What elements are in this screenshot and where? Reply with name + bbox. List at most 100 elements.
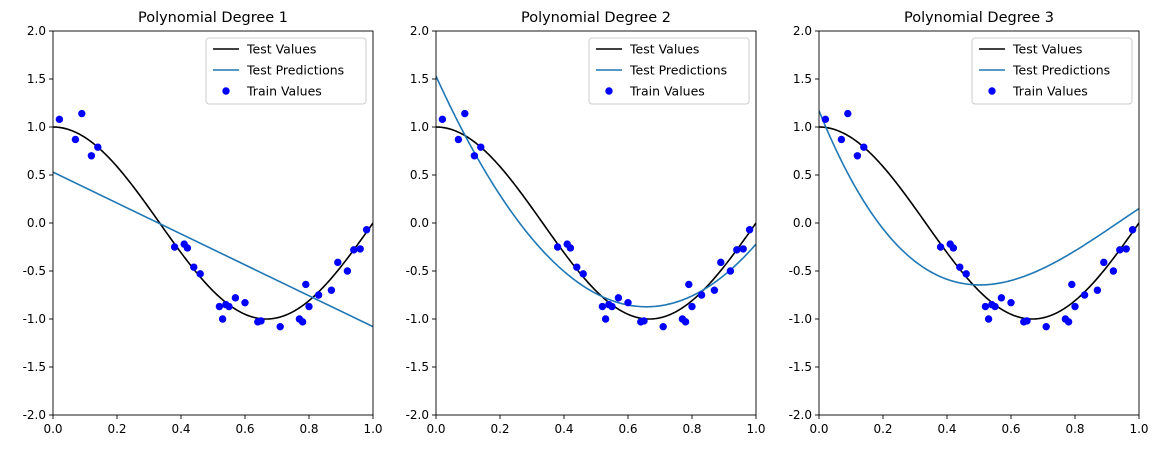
train-value-point	[624, 298, 632, 307]
y-tick-label: 0.0	[410, 216, 429, 230]
y-tick-label: -0.5	[406, 264, 429, 278]
y-tick-label: -1.5	[406, 360, 429, 374]
y-tick-label: 2.0	[793, 24, 812, 38]
x-tick-label: 0.4	[171, 422, 190, 436]
legend-swatch-marker	[605, 87, 613, 95]
train-value-point	[1116, 246, 1124, 254]
train-value-point	[225, 302, 233, 311]
train-value-point	[314, 291, 323, 299]
chart-title: Polynomial Degree 2	[521, 10, 671, 26]
y-tick-label: 0.5	[793, 168, 812, 182]
chart-panel-2: Polynomial Degree 2 0.0 0.2 0.4 0.6 0.8 1.0 2.0…	[406, 10, 766, 436]
train-value-point	[350, 246, 358, 254]
x-tick-label: 0.4	[554, 422, 573, 436]
y-tick-label: -2.0	[23, 408, 46, 422]
train-value-point	[573, 263, 581, 271]
test-predictions-line	[819, 110, 1139, 286]
y-tick-label: 0.0	[27, 216, 46, 230]
legend-swatch-marker	[222, 87, 230, 95]
train-value-point	[697, 291, 706, 299]
train-value-point	[87, 152, 96, 160]
train-value-point	[334, 258, 342, 267]
train-value-point	[1023, 317, 1031, 325]
test-values-line	[819, 126, 1139, 320]
train-value-point	[956, 263, 964, 271]
y-tick-label: 1.5	[793, 72, 812, 86]
y-tick-label: -1.5	[23, 360, 46, 374]
train-value-point	[362, 226, 371, 234]
x-tick-label: 0.6	[235, 422, 254, 436]
y-tick-label: 1.0	[793, 120, 812, 134]
y-tick-label: -0.5	[789, 264, 812, 278]
legend-label: Test Values	[246, 42, 316, 57]
x-tick-label: 0.4	[937, 422, 956, 436]
y-tick-label: 1.0	[27, 120, 46, 134]
train-value-point	[241, 298, 249, 307]
train-value-point	[717, 258, 725, 267]
legend-label: Train Values	[246, 84, 322, 99]
train-value-point	[1093, 286, 1102, 294]
legend-label: Test Values	[629, 42, 699, 57]
train-value-point	[566, 244, 575, 252]
train-value-point	[962, 270, 970, 278]
train-value-point	[745, 226, 754, 234]
x-tick-label: 1.0	[1129, 422, 1148, 436]
y-tick-label: -2.0	[406, 408, 429, 422]
axes-frame	[435, 30, 757, 416]
y-tick-label: 0.5	[410, 168, 429, 182]
y-tick-label: -1.0	[406, 312, 429, 326]
legend-label: Test Predictions	[1012, 63, 1110, 78]
legend-box	[205, 37, 367, 105]
train-value-point	[685, 280, 693, 289]
legend-label: Train Values	[1012, 84, 1088, 99]
plot-area	[819, 109, 1139, 331]
train-value-point	[837, 135, 846, 144]
train-value-point	[733, 246, 741, 254]
train-value-point	[949, 244, 958, 252]
legend-label: Test Predictions	[246, 63, 344, 78]
train-value-point	[984, 315, 993, 323]
train-value-point	[1064, 318, 1073, 326]
legend-label: Train Values	[629, 84, 705, 99]
train-value-point	[356, 245, 364, 253]
x-tick-label: 0.2	[873, 422, 892, 436]
y-tick-label: -0.5	[23, 264, 46, 278]
train-value-point	[257, 317, 265, 325]
y-tick-label: 2.0	[410, 24, 429, 38]
train-value-point	[1007, 298, 1015, 307]
train-value-point	[71, 135, 80, 144]
train-value-point	[196, 270, 204, 278]
train-value-point	[55, 115, 64, 124]
train-value-point	[579, 270, 587, 278]
train-value-point	[470, 152, 479, 160]
x-tick-label: 0.8	[1065, 422, 1084, 436]
test-predictions-line	[53, 171, 373, 328]
train-value-point	[343, 267, 352, 275]
legend: Test Values Test Predictions Train Values	[588, 37, 750, 105]
train-value-point	[936, 243, 945, 251]
train-value-point	[231, 294, 240, 302]
train-value-point	[598, 302, 607, 311]
legend-label: Test Values	[1012, 42, 1082, 57]
train-value-point	[710, 286, 719, 294]
legend-box	[588, 37, 750, 105]
train-value-point	[170, 243, 179, 251]
y-tick-label: 1.5	[410, 72, 429, 86]
x-tick-label: 0.2	[490, 422, 509, 436]
train-value-point	[183, 244, 192, 252]
x-tick-label: 0.2	[107, 422, 126, 436]
train-value-point	[1080, 291, 1089, 299]
y-tick-label: -1.5	[789, 360, 812, 374]
y-tick-label: 0.0	[793, 216, 812, 230]
plot-area	[436, 75, 756, 331]
legend-label: Test Predictions	[629, 63, 727, 78]
train-value-point	[853, 152, 862, 160]
y-tick-label: -1.0	[789, 312, 812, 326]
train-value-point	[477, 143, 485, 151]
y-tick-label: 2.0	[27, 24, 46, 38]
legend: Test Values Test Predictions Train Values	[971, 37, 1133, 105]
train-value-point	[997, 294, 1006, 302]
y-tick-label: 1.0	[410, 120, 429, 134]
train-value-point	[739, 245, 747, 253]
